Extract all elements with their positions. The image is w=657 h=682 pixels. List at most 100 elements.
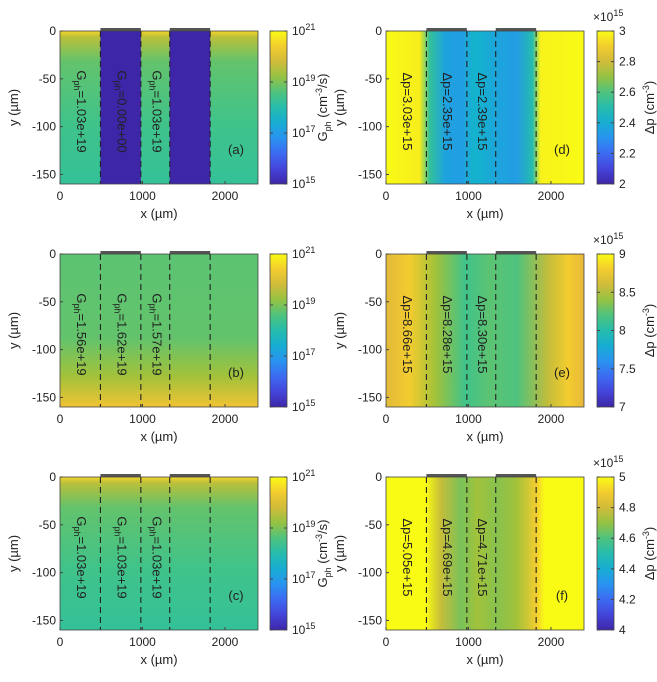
plot-frame	[385, 476, 585, 631]
y-tick-label: 0	[375, 470, 382, 484]
x-tick-label: 0	[57, 189, 64, 203]
chart-panel-b: 0 1000 2000 0 -50 -100 -150 x (µm) y (µm) Gph=1.5…	[6, 245, 315, 444]
colorbar-tick-label: 8.5	[619, 285, 636, 299]
y-tick-label: -150	[358, 613, 382, 627]
y-tick-label: 0	[49, 247, 56, 261]
colorbar-tick-label: 1019	[292, 73, 315, 89]
panel-label: (c)	[228, 588, 243, 603]
x-tick-label: 0	[57, 412, 64, 426]
x-axis-label: x (µm)	[466, 206, 503, 221]
colorbar-tick-label: 7.5	[619, 362, 636, 376]
x-axis-label: x (µm)	[466, 652, 503, 667]
colorbar-tick-label: 1021	[292, 245, 315, 261]
colorbar-tick-label: 7	[619, 400, 626, 414]
region-annotation-0: Gph=1.56e+19	[72, 293, 89, 375]
y-tick-label: 0	[49, 24, 56, 38]
y-tick-label: -100	[358, 120, 382, 134]
plot-frame	[59, 30, 259, 185]
colorbar-label: Δp (cm-3)	[641, 81, 657, 135]
panel-label: (a)	[228, 142, 244, 157]
colorbar-tick-label: 4.8	[619, 501, 636, 515]
heatmap-field	[60, 31, 258, 184]
colorbar	[596, 476, 615, 631]
plot-frame	[385, 30, 585, 185]
region-annotation-2: Gph=1.03e+19	[147, 516, 164, 598]
region-annotation-1: Δp=2.35e+15	[440, 72, 455, 150]
y-tick-label: -50	[365, 72, 383, 86]
colorbar-tick-label: 2.4	[619, 116, 636, 130]
colorbar-tick-label: 2.8	[619, 55, 636, 69]
chart-panel-d: 0 1000 2000 0 -50 -100 -150 x (µm) y (µm) Δp=3.03…	[332, 8, 657, 221]
x-tick-label: 0	[383, 189, 390, 203]
y-axis-label: y (µm)	[332, 89, 347, 126]
y-axis-label: y (µm)	[332, 312, 347, 349]
chart-panel-a: 0 1000 2000 0 -50 -100 -150 x (µm) y (µm) Gph=1.0…	[6, 22, 333, 221]
colorbar-tick-label: 4.4	[619, 562, 636, 576]
region-annotation-2: Δp=2.39e+15	[475, 72, 490, 150]
colorbar-tick-label: 1015	[292, 175, 315, 191]
region-annotation-2: Δp=4.71e+15	[475, 518, 490, 596]
x-axis-label: x (µm)	[140, 429, 177, 444]
colorbar	[596, 30, 615, 185]
region-annotation-0: Δp=3.03e+15	[400, 72, 415, 150]
region-annotation-1: Gph=1.62e+19	[112, 293, 129, 375]
region-annotation-2: Gph=1.57e+19	[147, 293, 164, 375]
y-tick-label: -50	[39, 518, 57, 532]
x-tick-label: 0	[57, 635, 64, 649]
y-tick-label: -100	[32, 566, 56, 580]
colorbar	[269, 476, 288, 631]
plot-frame	[385, 253, 585, 408]
y-tick-label: -150	[358, 390, 382, 404]
colorbar-tick-label: 9	[619, 247, 626, 261]
y-tick-label: -100	[358, 566, 382, 580]
region-annotation-0: Δp=8.66e+15	[400, 295, 415, 373]
y-tick-label: -50	[365, 295, 383, 309]
region-annotation-0: Δp=5.05e+15	[400, 518, 415, 596]
colorbar-tick-label: 1021	[292, 22, 315, 38]
colorbar-tick-label: 4.6	[619, 531, 636, 545]
x-tick-label: 1000	[129, 189, 156, 203]
x-axis-label: x (µm)	[140, 652, 177, 667]
colorbar-multiplier: ×1015	[593, 8, 623, 24]
y-axis-label: y (µm)	[332, 535, 347, 572]
chart-panel-e: 0 1000 2000 0 -50 -100 -150 x (µm) y (µm) Δp=8.66…	[332, 231, 657, 444]
colorbar-tick-label: 2.2	[619, 146, 636, 160]
y-tick-label: -100	[32, 120, 56, 134]
region-annotation-1: Gph=0.00e+00	[112, 70, 129, 152]
heatmap-field	[60, 254, 258, 407]
y-tick-label: -150	[358, 167, 382, 181]
x-tick-label: 2000	[538, 189, 565, 203]
x-tick-label: 1000	[455, 635, 482, 649]
x-tick-label: 1000	[455, 189, 482, 203]
chart-panel-c: 0 1000 2000 0 -50 -100 -150 x (µm) y (µm) Gph=1.0…	[6, 468, 333, 667]
x-tick-label: 1000	[129, 412, 156, 426]
region-annotation-1: Gph=1.03e+19	[112, 516, 129, 598]
x-tick-label: 0	[383, 412, 390, 426]
colorbar-tick-label: 1021	[292, 468, 315, 484]
colorbar-tick-label: 1019	[292, 519, 315, 535]
region-annotation-2: Δp=8.30e+15	[475, 295, 490, 373]
y-tick-label: -100	[32, 343, 56, 357]
colorbar-tick-label: 5	[619, 470, 626, 484]
x-tick-label: 2000	[212, 412, 239, 426]
y-tick-label: 0	[375, 247, 382, 261]
x-tick-label: 2000	[212, 635, 239, 649]
heatmap-field	[60, 477, 258, 630]
y-axis-label: y (µm)	[6, 535, 21, 572]
colorbar-tick-label: 4.2	[619, 592, 636, 606]
colorbar-label: Δp (cm-3)	[641, 527, 657, 581]
colorbar-tick-label: 1017	[292, 570, 315, 586]
y-tick-label: 0	[375, 24, 382, 38]
colorbar-tick-label: 3	[619, 24, 626, 38]
x-axis-label: x (µm)	[140, 206, 177, 221]
plot-frame	[59, 476, 259, 631]
colorbar-label: Δp (cm-3)	[641, 304, 657, 358]
colorbar-tick-label: 8	[619, 324, 626, 338]
heatmap-field	[386, 31, 584, 184]
colorbar-tick-label: 1017	[292, 347, 315, 363]
x-tick-label: 2000	[538, 412, 565, 426]
colorbar-tick-label: 4	[619, 623, 626, 637]
colorbar-tick-label: 1015	[292, 398, 315, 414]
x-tick-label: 1000	[455, 412, 482, 426]
